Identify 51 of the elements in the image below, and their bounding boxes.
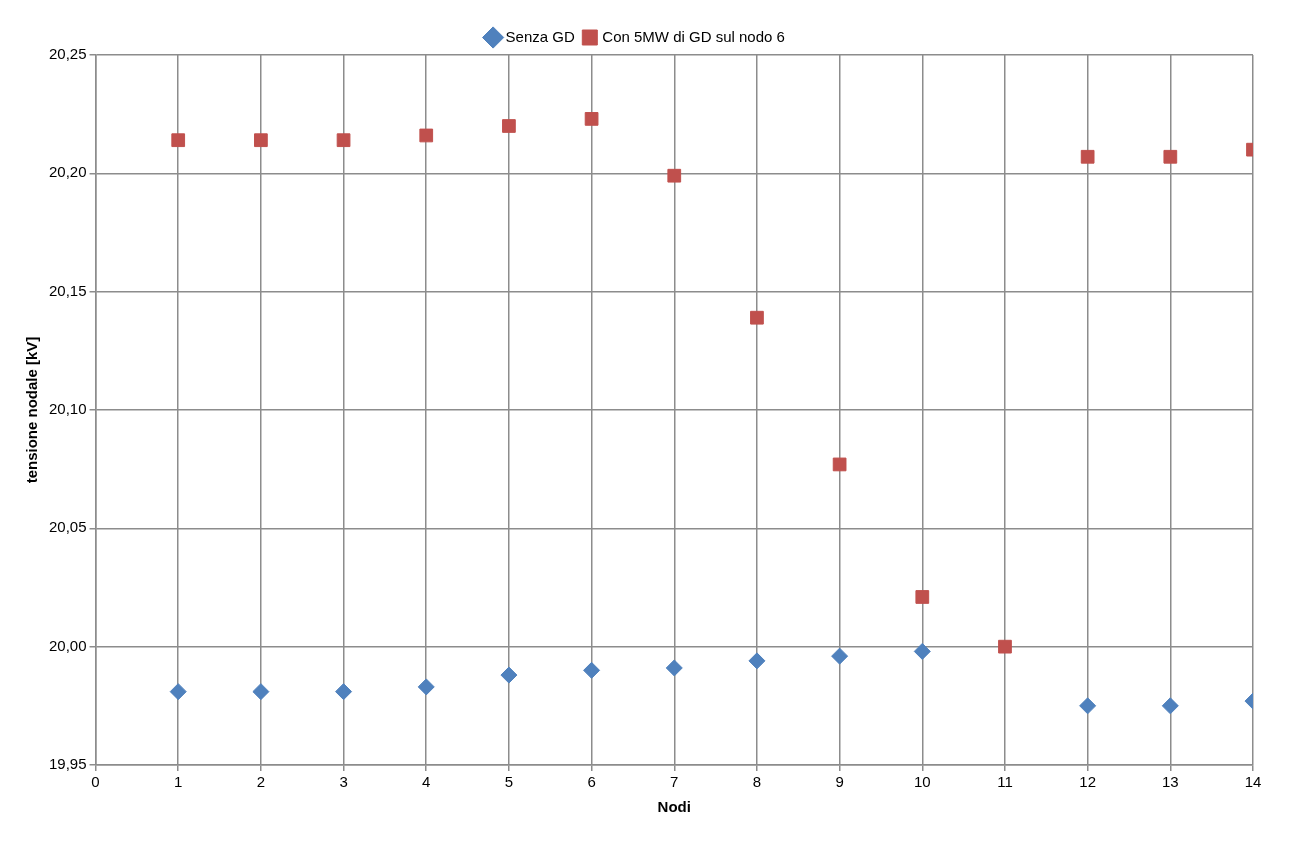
x-tick-label: 7 [670,773,679,791]
point [913,642,931,660]
point [500,666,518,684]
x-tick-label: 10 [913,773,931,791]
x-tick-label: 13 [1161,773,1179,791]
point [750,310,764,325]
x-tick-label: 1 [174,773,183,791]
point [748,652,766,670]
point [335,683,353,701]
point [1161,697,1179,715]
point [171,133,186,148]
point [417,678,435,696]
point [665,659,683,677]
point [419,128,434,143]
x-tick-label: 3 [339,773,348,791]
x-axis-title: Nodi [657,798,691,816]
point [584,112,599,126]
point [502,119,516,133]
legend-label: Senza GD [505,27,575,45]
point [1080,149,1095,164]
point [583,661,601,679]
point [915,590,930,604]
point [336,133,351,148]
x-tick-label: 12 [1079,773,1096,791]
point [667,168,682,183]
x-tick-label: 14 [1244,773,1262,791]
y-tick-label: 19,95 [48,755,87,773]
point [1163,149,1178,164]
x-tick-label: 2 [256,773,266,791]
y-tick-label: 20,20 [48,163,87,181]
x-tick-label: 9 [835,773,844,791]
y-tick-label: 20,15 [48,281,87,299]
x-tick-label: 11 [997,773,1013,791]
point [1079,697,1097,715]
point [169,683,187,701]
point [252,683,270,701]
point [831,647,849,665]
point [998,639,1012,654]
y-tick-label: 20,25 [48,45,87,63]
point [832,457,847,472]
x-tick-label: 4 [422,773,431,791]
x-tick-label: 8 [752,773,762,791]
y-tick-label: 20,05 [48,518,87,536]
y-tick-label: 20,10 [48,400,87,418]
x-tick-label: 0 [91,773,100,791]
point [254,133,268,148]
y-axis-title: tensione nodale [kV] [23,336,41,484]
legend-label: Con 5MW di GD sul nodo 6 [602,27,785,45]
x-tick-label: 6 [587,773,596,791]
x-tick-label: 5 [504,773,514,791]
y-tick-label: 20,00 [48,636,87,654]
